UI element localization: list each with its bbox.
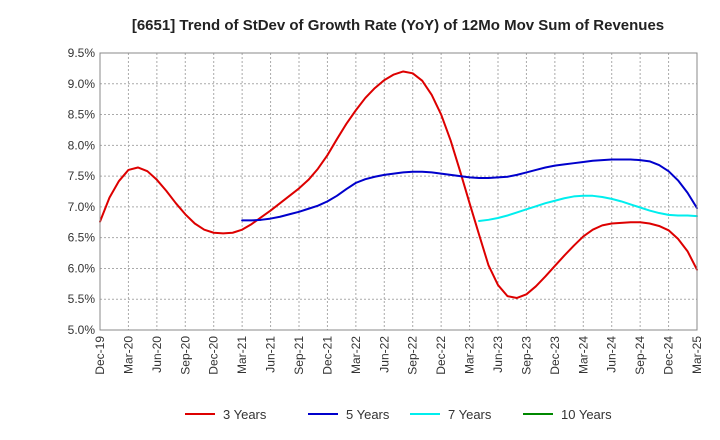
y-tick-label: 9.5%: [68, 46, 96, 60]
x-tick-label: Dec-23: [548, 336, 562, 375]
legend-label-3-years: 3 Years: [223, 407, 267, 422]
x-tick-label: Sep-20: [178, 336, 192, 375]
x-tick-label: Jun-22: [377, 336, 391, 373]
x-tick-label: Dec-24: [662, 336, 676, 375]
x-tick-label: Dec-19: [93, 336, 107, 375]
y-tick-label: 7.0%: [68, 200, 96, 214]
y-tick-label: 7.5%: [68, 169, 96, 183]
x-axis-ticks: Dec-19 Mar-20 Jun-20 Sep-20 Dec-20 Mar-21 Jun-…: [93, 336, 704, 375]
legend-label-5-years: 5 Years: [346, 407, 390, 422]
legend-label-10-years: 10 Years: [561, 407, 612, 422]
x-tick-label: Dec-22: [434, 336, 448, 375]
series-line-3-years: [99, 70, 698, 299]
y-tick-label: 6.0%: [68, 261, 96, 275]
x-tick-label: Sep-24: [633, 336, 647, 375]
chart-title: [6651] Trend of StDev of Growth Rate (Yo…: [132, 17, 664, 34]
x-tick-label: Jun-20: [150, 336, 164, 373]
series-line-7-years: [478, 194, 698, 223]
series-layer: [99, 70, 698, 299]
x-tick-label: Jun-23: [491, 336, 505, 373]
y-tick-label: 6.5%: [68, 231, 96, 245]
legend: 3 Years 5 Years 7 Years 10 Years: [185, 407, 612, 422]
y-tick-label: 5.0%: [68, 323, 96, 337]
x-tick-label: Sep-22: [406, 336, 420, 375]
y-tick-label: 9.0%: [68, 77, 96, 91]
x-tick-label: Mar-20: [121, 336, 135, 374]
grid-layer: [100, 53, 697, 330]
x-tick-label: Jun-21: [264, 336, 278, 373]
series-line-5-years: [241, 158, 698, 222]
y-tick-label: 8.0%: [68, 138, 96, 152]
x-tick-label: Sep-21: [292, 336, 306, 375]
y-tick-label: 5.5%: [68, 292, 96, 306]
y-tick-label: 8.5%: [68, 108, 96, 122]
y-axis-ticks: 5.0% 5.5% 6.0% 6.5% 7.0% 7.5% 8.0% 8.5% 9.0% 9.5%: [68, 46, 96, 337]
legend-label-7-years: 7 Years: [448, 407, 492, 422]
x-tick-label: Mar-24: [576, 336, 590, 374]
x-tick-label: Mar-23: [463, 336, 477, 374]
x-tick-label: Jun-24: [605, 336, 619, 373]
x-tick-label: Mar-22: [349, 336, 363, 374]
x-tick-label: Mar-21: [235, 336, 249, 374]
x-tick-label: Mar-25: [690, 336, 704, 374]
x-tick-label: Dec-21: [320, 336, 334, 375]
x-tick-label: Dec-20: [207, 336, 221, 375]
x-tick-label: Sep-23: [519, 336, 533, 375]
plot-area-border: [99, 52, 698, 331]
